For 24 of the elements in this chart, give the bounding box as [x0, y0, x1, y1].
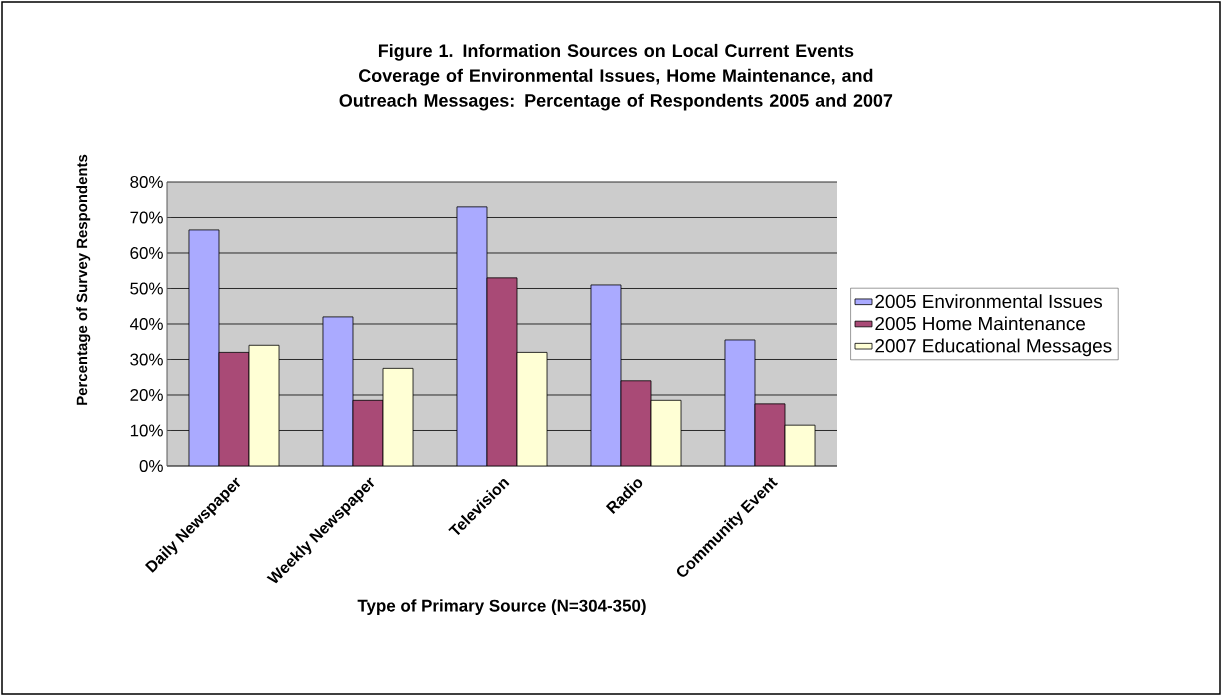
bar	[516, 351, 548, 466]
bar	[382, 367, 414, 466]
chart-title: Figure 1. Information Sources on Local Current Events Coverage of Environmental Issues, Home Maintenance, and Outreach Messages: Percentage of Respondents 2005 and 2007	[339, 43, 893, 111]
legend-label: 2005 Environmental Issues	[875, 294, 1103, 309]
bar	[650, 399, 682, 466]
y-tick-label: 60%	[130, 247, 163, 259]
y-tick-label: 40%	[129, 318, 163, 330]
y-tick-label: 10%	[130, 424, 163, 437]
bar	[322, 316, 354, 466]
y-tick-label: 20%	[130, 388, 163, 401]
legend-label: 2007 Educational Messages	[875, 338, 1112, 357]
y-tick-label: 30%	[130, 353, 163, 366]
y-tick-label: 0%	[139, 459, 163, 472]
bar	[590, 284, 622, 466]
y-axis-title: Percentage of Survey Respondents	[76, 154, 91, 405]
bar	[248, 344, 280, 466]
bar	[724, 339, 756, 466]
legend-label: 2005 Home Maintenance	[875, 316, 1086, 331]
y-tick-label: 80%	[130, 176, 163, 188]
x-axis-title: Type of Primary Source (N=304-350)	[357, 599, 646, 616]
bar	[188, 229, 220, 466]
y-tick-label: 50%	[130, 282, 163, 295]
bar	[456, 206, 488, 466]
y-tick-label: 70%	[130, 211, 163, 224]
